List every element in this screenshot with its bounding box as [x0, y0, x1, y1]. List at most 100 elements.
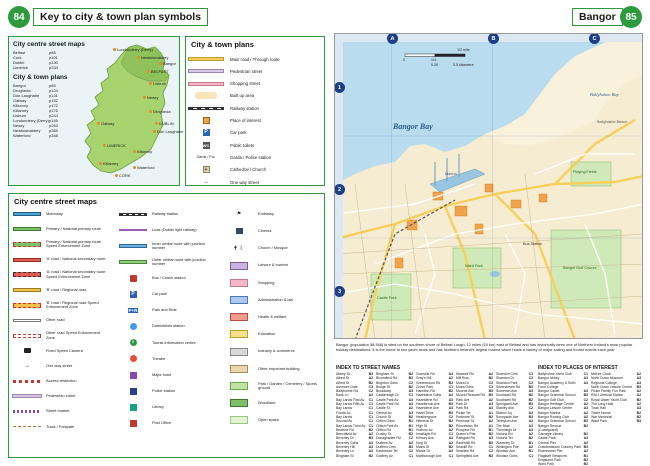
legend-label: Health & welfare — [258, 313, 287, 319]
street-name: Victoria Ter — [496, 436, 513, 441]
index-row: Princetown Rd A1 — [456, 424, 493, 428]
legend-symbol — [224, 261, 254, 271]
legend-symbol — [12, 376, 42, 386]
index-row: Castle Park Rd A3 — [376, 402, 413, 406]
place-label-text: Newtownabbey — [141, 55, 169, 60]
legend-symbol — [118, 257, 148, 267]
street-name: Clifton Rd — [376, 427, 391, 432]
town-dot-icon — [143, 96, 146, 100]
street-name: Victoria Rd — [496, 432, 513, 437]
index-row: Park Dr A3 — [456, 402, 493, 406]
legend-row: Place of interest — [186, 114, 321, 128]
street-index-title: INDEX TO STREET NAMES — [336, 365, 401, 371]
street-name: Beverley Hill — [336, 445, 355, 450]
index-row: Bangor Leisure Centre A3 — [538, 406, 588, 410]
legend-symbol — [224, 226, 254, 236]
town-dot-icon — [159, 62, 162, 66]
grid-ref: A3 — [636, 380, 641, 385]
grid-ref: C2 — [448, 414, 453, 419]
index-row: Shandon Cres C1 — [496, 372, 533, 376]
bangor-map[interactable]: A B C 1 2 3 0 1/4 1/2 mile 0.25 0.5 kilo… — [334, 33, 643, 339]
index-row: Bay Lands C1 — [336, 415, 373, 419]
legend-row: Other road — [12, 314, 108, 326]
legend-row: Pedestrian street — [186, 64, 321, 78]
grid-ref: B2 — [528, 393, 533, 398]
grid-ref: C2 — [528, 380, 533, 385]
street-name: Dufferin Av — [376, 440, 393, 445]
place-name: Tower House — [591, 410, 611, 415]
grid-ref: A3 — [368, 449, 373, 454]
street-name: Bay Lands Third Av — [336, 423, 366, 428]
grid-ref: B3 — [448, 410, 453, 415]
place-name: Bangor Abbey — [538, 376, 560, 381]
page-ref: p145 — [49, 118, 58, 123]
legend-row: Theatre — [118, 353, 214, 365]
legend-symbol — [12, 422, 42, 432]
grid-ref: A3 — [448, 449, 453, 454]
legend-label: Shopping street — [230, 81, 261, 87]
legend-label: One way street — [46, 362, 73, 368]
legend-label: Car park — [152, 291, 167, 297]
grid-ref: B3 — [528, 402, 533, 407]
grid-ref: A1 — [488, 410, 493, 415]
town-dot-icon — [153, 130, 156, 134]
page-ref: p88 — [49, 50, 56, 55]
legend-symbol — [12, 300, 42, 310]
legend-label: One way street — [230, 179, 259, 185]
town-dot-icon — [133, 166, 136, 170]
scale-km: 0.5 kilometre — [453, 63, 474, 67]
place-label-text: Waterford — [137, 165, 155, 170]
street-name: Ravenhill Rd — [456, 440, 476, 445]
place-name: Carnegie Library — [538, 432, 564, 437]
legend-row: Primary / National primary route — [12, 223, 108, 235]
list-item: Waterford p348 — [13, 133, 58, 138]
grid-ref: B2 — [583, 457, 588, 462]
index-row: Bridge St B2 — [376, 385, 413, 389]
scale-half-mile: 1/2 mile — [457, 48, 470, 52]
grid-ref: B3 — [636, 384, 641, 389]
legend-symbol: P — [202, 129, 210, 137]
place-name: Bangor Rowing Club — [538, 414, 570, 419]
index-row: Portmore St B2 — [456, 415, 493, 419]
map-place-label: LIMERICK — [103, 143, 126, 148]
index-row: Carnegie Library B2 — [538, 432, 588, 436]
street-name: Donaghadee Rd — [376, 436, 401, 441]
grid-ref: A2 — [488, 419, 493, 424]
index-row: Crosby St B2 — [376, 432, 413, 436]
street-name: Godfrey Av — [376, 453, 393, 458]
street-name: Shandon Dr — [496, 376, 515, 381]
place-name: Newry — [13, 123, 25, 128]
grid-ref: B2 — [408, 372, 413, 376]
poi-index-title: INDEX TO PLACES OF INTEREST — [538, 365, 618, 371]
legend-row: Industry & commerce — [224, 346, 320, 358]
grid-ref: B2 — [583, 423, 588, 428]
legend-row: P+R Park and Ride — [118, 305, 214, 317]
index-column: Shandon Cres C1 Shandon Dr C2 Shandon Park C2… — [496, 372, 533, 458]
street-name: Marlborough Ave — [416, 453, 442, 458]
index-row: Bangor Rowing Club A2 — [538, 415, 588, 419]
playing-fields-label: Playing Fields — [573, 170, 597, 174]
grid-ref: A2 — [448, 427, 453, 432]
street-name: Moira Dr — [456, 380, 469, 385]
marina-label: Marina — [445, 172, 457, 176]
grid-ref: B3 — [448, 402, 453, 407]
place-name: Central Pier — [538, 440, 556, 445]
city-centre-legend-panel: City centre street maps — [8, 193, 325, 458]
town-dot-icon — [137, 56, 140, 60]
street-name: Abbey St — [336, 372, 350, 376]
street-name: Prospect Rd — [456, 427, 475, 432]
index-row: Bay Lands Third Av C1 — [336, 424, 373, 428]
grid-ref: C2 — [408, 449, 413, 454]
bangor-description: Bangor (population 58,388) is sited on t… — [336, 342, 633, 352]
grid-ref: B3 — [528, 414, 533, 419]
grid-ref: A2 — [528, 410, 533, 415]
index-row: Waverley Dr B1 — [496, 441, 533, 445]
index-row: Ward Park B2 — [538, 462, 588, 466]
grid-ref: C3 — [368, 384, 373, 389]
legend-label: Primary / National primary route Speed E… — [46, 238, 101, 249]
street-name: Hamilton Rd — [416, 389, 435, 394]
legend-label: Built up area — [230, 93, 255, 99]
grid-ref: B2 — [488, 414, 493, 419]
legend-row: Built up area — [186, 89, 321, 103]
index-row: Seaview Rd C2 — [456, 449, 493, 453]
